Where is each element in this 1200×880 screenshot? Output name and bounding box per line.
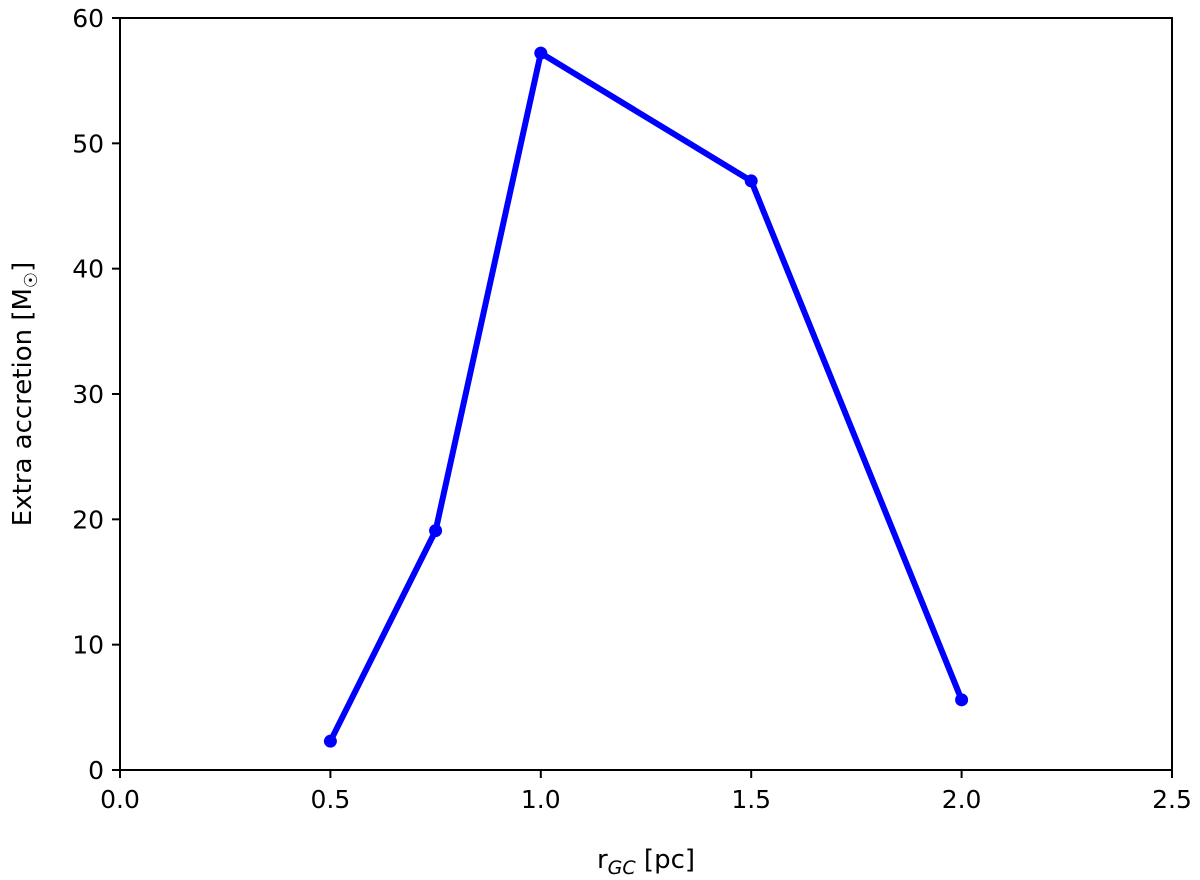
x-tick-label: 1.5 [731, 785, 771, 814]
data-point [534, 46, 548, 60]
x-axis-label-rest: [pc] [636, 845, 695, 875]
y-tick-label: 40 [72, 255, 104, 284]
plot-frame [119, 17, 1173, 771]
y-tick-label: 60 [72, 4, 104, 33]
data-point [744, 174, 758, 188]
x-tick-label: 0.5 [311, 785, 351, 814]
y-axis-label-main: Extra accretion [M [8, 288, 38, 526]
y-tick-label: 30 [72, 380, 104, 409]
y-tick-label: 0 [88, 756, 104, 785]
x-tick-label: 1.0 [521, 785, 561, 814]
data-point [955, 693, 969, 707]
y-tick-label: 20 [72, 505, 104, 534]
x-tick-label: 0.0 [100, 785, 140, 814]
x-ticks: 0.0 0.5 1.0 1.5 2.0 2.5 [100, 770, 1192, 814]
x-tick-label: 2.0 [942, 785, 982, 814]
y-tick-label: 50 [72, 129, 104, 158]
y-axis-label-sub: ☉ [21, 272, 42, 288]
data-point [429, 524, 443, 538]
y-ticks: 0 10 20 30 40 50 60 [72, 4, 120, 785]
x-tick-label: 2.5 [1152, 785, 1192, 814]
y-axis-label: Extra accretion [M☉] [8, 262, 42, 526]
data-point [323, 734, 337, 748]
x-axis-label: rGC [pc] [597, 845, 695, 879]
series-line [327, 50, 965, 745]
x-axis-label-sub: GC [608, 857, 637, 879]
plot-series [323, 46, 969, 748]
x-axis-label-main: r [597, 845, 608, 875]
y-axis-label-rest: ] [8, 262, 38, 272]
y-tick-label: 10 [72, 631, 104, 660]
